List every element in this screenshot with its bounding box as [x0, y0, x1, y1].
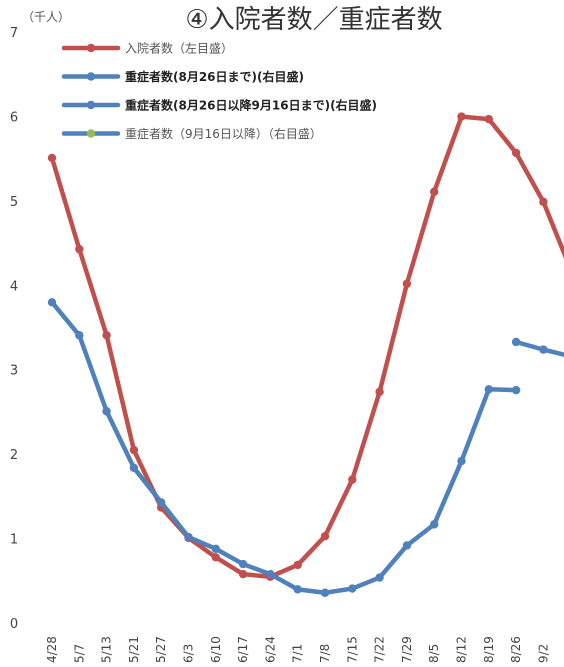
x-tick-label: 5/7: [72, 644, 86, 663]
y-axis-unit-label: （千人）: [22, 10, 70, 24]
x-tick-label: 7/8: [318, 644, 332, 663]
x-tick-label: 5/21: [127, 636, 141, 663]
data-point: [430, 520, 439, 529]
data-point: [157, 498, 166, 507]
data-point: [184, 532, 193, 542]
data-point: [511, 148, 521, 158]
x-tick-label: 7/22: [373, 636, 387, 663]
data-point: [348, 475, 357, 484]
x-tick-label: 5/13: [100, 636, 114, 663]
data-point: [511, 385, 521, 395]
data-point: [320, 531, 330, 541]
x-tick-label: 7/15: [345, 636, 359, 663]
y-axis: 0 1 2 3 4 5 6 7: [10, 26, 18, 632]
data-point: [484, 385, 493, 394]
x-tick-label: 8/12: [455, 636, 469, 663]
y-tick-label: 5: [10, 195, 18, 210]
data-point: [457, 456, 466, 466]
x-tick-label: 9/2: [536, 644, 550, 663]
x-tick-label: 7/1: [291, 644, 305, 663]
data-point: [430, 187, 439, 196]
data-point: [102, 407, 111, 416]
x-tick-label: 8/19: [482, 636, 496, 663]
data-point: [211, 544, 220, 554]
legend-label: 重症者数(8月26日以降9月16日まで)(右目盛): [125, 98, 377, 113]
y-tick-label: 1: [10, 533, 18, 548]
x-tick-label: 6/17: [236, 636, 250, 663]
x-tick-label: 5/27: [154, 636, 168, 663]
data-point: [375, 387, 384, 397]
series-line-1: [49, 300, 519, 596]
data-point: [457, 112, 466, 121]
data-point: [293, 585, 302, 594]
data-point: [539, 345, 548, 354]
plot-area: [47, 112, 564, 597]
data-point: [293, 560, 302, 570]
y-tick-label: 6: [10, 110, 18, 125]
legend-label: 入院者数（左目盛）: [125, 41, 233, 56]
x-tick-label: 8/5: [427, 644, 441, 663]
data-point: [47, 153, 57, 163]
x-tick-label: 6/10: [209, 636, 223, 663]
x-tick-label: 4/28: [45, 636, 59, 663]
legend: 入院者数（左目盛） 重症者数(8月26日まで)(右目盛) 重症者数(8月26日以降9…: [61, 41, 377, 141]
data-point: [402, 541, 412, 550]
y-tick-label: 0: [10, 617, 18, 632]
data-point: [129, 463, 139, 473]
chart-title: ④入院者数／重症者数: [185, 5, 442, 35]
data-point: [211, 553, 220, 562]
legend-label: 重症者数(8月26日まで)(右目盛): [125, 69, 304, 84]
y-tick-label: 3: [10, 364, 18, 379]
data-point: [238, 559, 248, 569]
data-point: [102, 331, 111, 340]
data-point: [129, 445, 139, 455]
legend-swatch-marker: [86, 43, 96, 53]
data-point: [75, 331, 84, 340]
legend-swatch-marker: [86, 129, 96, 138]
x-tick-label: 6/24: [263, 636, 277, 663]
data-point: [375, 573, 384, 582]
data-point: [348, 584, 357, 593]
y-tick-label: 4: [10, 279, 18, 294]
data-point: [238, 569, 248, 579]
y-tick-label: 2: [10, 448, 18, 463]
data-point: [266, 569, 275, 579]
data-point: [511, 337, 521, 347]
x-tick-label: 6/3: [182, 644, 196, 663]
data-point: [47, 298, 57, 307]
data-point: [320, 588, 330, 597]
series-line-0: [49, 114, 564, 579]
legend-swatch-marker: [86, 100, 96, 110]
y-tick-label: 7: [10, 26, 18, 41]
x-tick-label: 7/29: [400, 636, 414, 663]
data-point: [75, 244, 84, 254]
data-point: [484, 114, 493, 124]
legend-swatch-marker: [86, 72, 96, 81]
x-axis: 4/28 5/7 5/13 5/21 5/27 6/3 6/10 6/17 6/24 7/1 7/8…: [45, 636, 564, 663]
data-point: [539, 197, 548, 207]
x-tick-label: 8/26: [509, 636, 523, 663]
data-point: [402, 279, 412, 288]
legend-label: 重症者数（9月16日以降）（右目盛）: [125, 126, 322, 141]
